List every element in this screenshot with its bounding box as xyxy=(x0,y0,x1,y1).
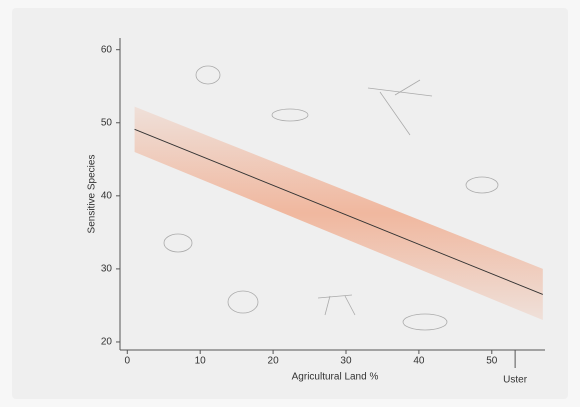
y-tick-label: 40 xyxy=(101,190,113,201)
y-tick-label: 60 xyxy=(101,44,113,55)
annotation-label: Uster xyxy=(503,375,528,386)
y-tick-label: 50 xyxy=(101,117,113,128)
x-axis-label: Agricultural Land % xyxy=(292,372,379,383)
x-tick-label: 0 xyxy=(125,356,131,367)
chart: Agricultural Land % Sensitive Species 20… xyxy=(0,0,580,407)
y-tick-label: 30 xyxy=(101,264,113,275)
x-tick-label: 20 xyxy=(268,356,280,367)
y-axis-label: Sensitive Species xyxy=(87,155,98,234)
y-tick-label: 20 xyxy=(101,337,113,348)
x-tick-label: 30 xyxy=(340,356,352,367)
x-tick-label: 10 xyxy=(195,356,207,367)
x-tick-label: 40 xyxy=(413,356,425,367)
x-tick-label: 50 xyxy=(486,356,498,367)
